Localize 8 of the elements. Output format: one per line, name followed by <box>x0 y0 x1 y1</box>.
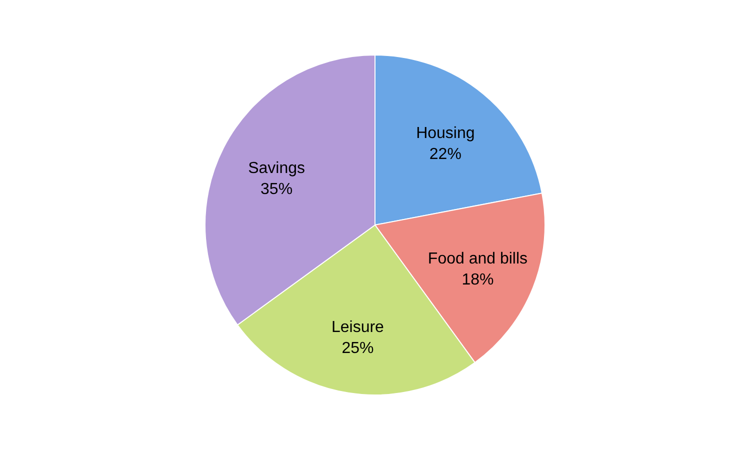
data-label: 22% <box>429 146 462 163</box>
slice-label: Housing <box>416 124 475 142</box>
data-label: 18% <box>462 272 494 289</box>
slice-label: Savings <box>248 160 306 177</box>
data-label: 35% <box>260 180 293 198</box>
slice-label: Leisure <box>331 319 384 336</box>
data-label: 25% <box>342 340 374 358</box>
slice-label: Food and bills <box>428 250 528 268</box>
